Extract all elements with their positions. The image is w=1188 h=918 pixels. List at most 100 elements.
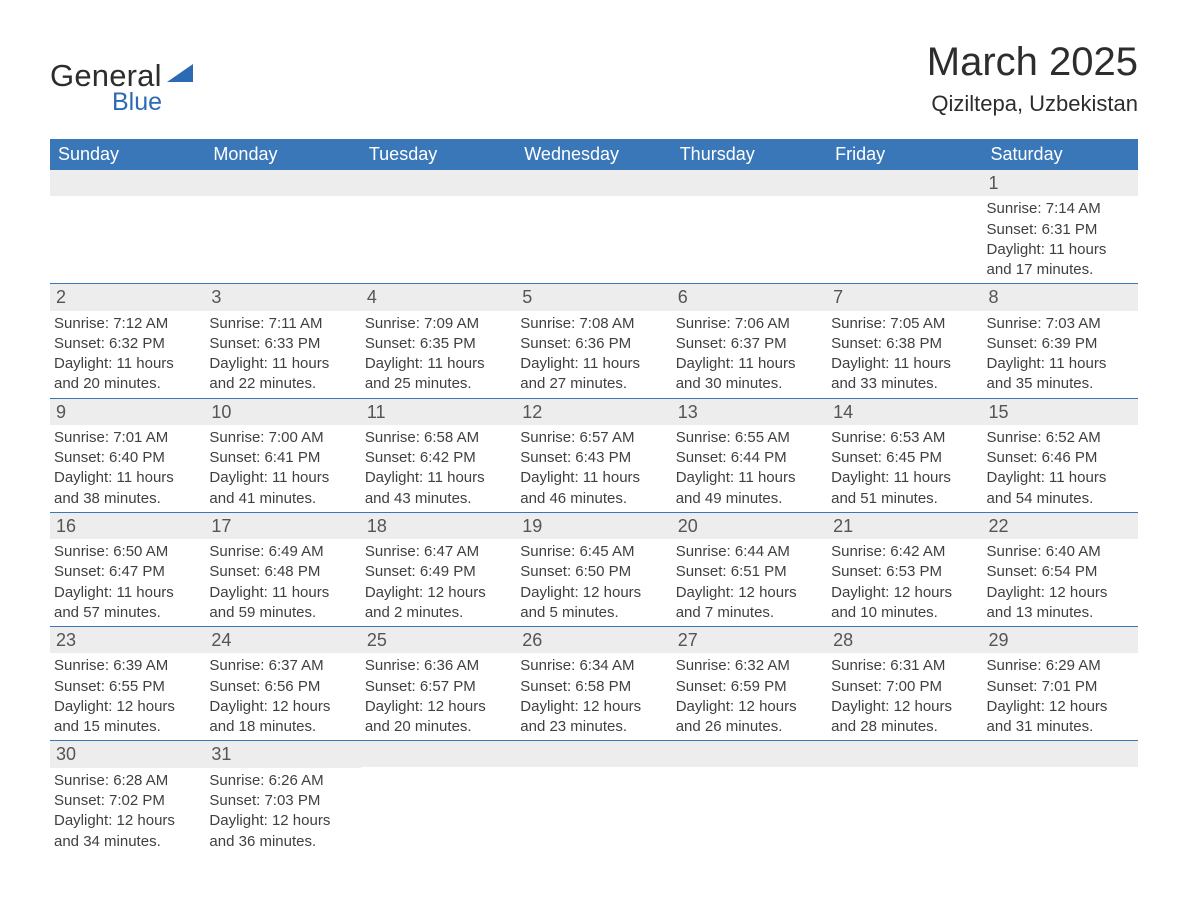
day-day2: and 17 minutes. [987,260,1134,280]
day-day2: and 49 minutes. [676,489,823,509]
day-day2: and 41 minutes. [209,489,356,509]
weekday-header: Sunday [50,139,205,170]
day-body: Sunrise: 6:28 AMSunset: 7:02 PMDaylight:… [50,768,205,855]
day-sunrise: Sunrise: 6:55 AM [676,428,823,448]
day-cell: 4Sunrise: 7:09 AMSunset: 6:35 PMDaylight… [361,284,516,397]
day-cell: 16Sunrise: 6:50 AMSunset: 6:47 PMDayligh… [50,513,205,626]
day-sunset: Sunset: 6:33 PM [209,334,356,354]
day-day1: Daylight: 11 hours [54,583,201,603]
day-cell: 26Sunrise: 6:34 AMSunset: 6:58 PMDayligh… [516,627,671,740]
week-row: 30Sunrise: 6:28 AMSunset: 7:02 PMDayligh… [50,741,1138,854]
day-sunrise: Sunrise: 6:32 AM [676,656,823,676]
empty-day-bar [516,170,671,196]
day-cell: 24Sunrise: 6:37 AMSunset: 6:56 PMDayligh… [205,627,360,740]
day-body: Sunrise: 6:34 AMSunset: 6:58 PMDaylight:… [516,653,671,740]
day-day2: and 43 minutes. [365,489,512,509]
day-number: 3 [205,284,360,310]
day-sunset: Sunset: 6:41 PM [209,448,356,468]
day-body: Sunrise: 6:52 AMSunset: 6:46 PMDaylight:… [983,425,1138,512]
day-sunrise: Sunrise: 7:14 AM [987,199,1134,219]
day-day1: Daylight: 12 hours [365,697,512,717]
day-sunset: Sunset: 6:47 PM [54,562,201,582]
location-text: Qiziltepa, Uzbekistan [927,91,1138,117]
day-number: 31 [205,741,360,767]
day-sunset: Sunset: 6:31 PM [987,220,1134,240]
day-cell: 27Sunrise: 6:32 AMSunset: 6:59 PMDayligh… [672,627,827,740]
day-cell [361,170,516,283]
day-number: 28 [827,627,982,653]
day-body: Sunrise: 7:05 AMSunset: 6:38 PMDaylight:… [827,311,982,398]
day-body: Sunrise: 6:50 AMSunset: 6:47 PMDaylight:… [50,539,205,626]
empty-day-bar [672,741,827,767]
day-sunrise: Sunrise: 7:01 AM [54,428,201,448]
day-sunset: Sunset: 6:38 PM [831,334,978,354]
day-number: 25 [361,627,516,653]
day-day2: and 2 minutes. [365,603,512,623]
day-sunrise: Sunrise: 6:58 AM [365,428,512,448]
title-block: March 2025 Qiziltepa, Uzbekistan [927,40,1138,117]
day-number: 4 [361,284,516,310]
day-sunset: Sunset: 7:00 PM [831,677,978,697]
week-row: 23Sunrise: 6:39 AMSunset: 6:55 PMDayligh… [50,627,1138,741]
day-number: 20 [672,513,827,539]
day-number: 16 [50,513,205,539]
day-day2: and 28 minutes. [831,717,978,737]
day-day2: and 23 minutes. [520,717,667,737]
day-sunrise: Sunrise: 6:26 AM [209,771,356,791]
day-sunset: Sunset: 6:46 PM [987,448,1134,468]
day-day2: and 5 minutes. [520,603,667,623]
week-row: 2Sunrise: 7:12 AMSunset: 6:32 PMDaylight… [50,284,1138,398]
day-day2: and 30 minutes. [676,374,823,394]
day-sunset: Sunset: 6:37 PM [676,334,823,354]
day-day1: Daylight: 12 hours [520,697,667,717]
day-day1: Daylight: 12 hours [520,583,667,603]
day-sunrise: Sunrise: 6:40 AM [987,542,1134,562]
day-number: 27 [672,627,827,653]
day-day1: Daylight: 12 hours [365,583,512,603]
empty-day-bar [827,170,982,196]
day-cell [827,741,982,854]
day-body: Sunrise: 6:36 AMSunset: 6:57 PMDaylight:… [361,653,516,740]
day-body: Sunrise: 6:45 AMSunset: 6:50 PMDaylight:… [516,539,671,626]
day-cell: 2Sunrise: 7:12 AMSunset: 6:32 PMDaylight… [50,284,205,397]
day-sunrise: Sunrise: 7:08 AM [520,314,667,334]
day-body: Sunrise: 7:03 AMSunset: 6:39 PMDaylight:… [983,311,1138,398]
day-body: Sunrise: 6:53 AMSunset: 6:45 PMDaylight:… [827,425,982,512]
day-sunrise: Sunrise: 6:52 AM [987,428,1134,448]
week-row: 9Sunrise: 7:01 AMSunset: 6:40 PMDaylight… [50,399,1138,513]
day-day2: and 31 minutes. [987,717,1134,737]
day-sunrise: Sunrise: 7:05 AM [831,314,978,334]
day-sunset: Sunset: 6:54 PM [987,562,1134,582]
day-sunrise: Sunrise: 7:11 AM [209,314,356,334]
day-day1: Daylight: 12 hours [831,583,978,603]
day-body: Sunrise: 6:47 AMSunset: 6:49 PMDaylight:… [361,539,516,626]
day-body: Sunrise: 6:42 AMSunset: 6:53 PMDaylight:… [827,539,982,626]
day-body: Sunrise: 6:49 AMSunset: 6:48 PMDaylight:… [205,539,360,626]
day-day1: Daylight: 11 hours [54,354,201,374]
day-day1: Daylight: 12 hours [54,697,201,717]
day-number: 7 [827,284,982,310]
day-cell: 29Sunrise: 6:29 AMSunset: 7:01 PMDayligh… [983,627,1138,740]
day-day2: and 54 minutes. [987,489,1134,509]
day-body: Sunrise: 7:09 AMSunset: 6:35 PMDaylight:… [361,311,516,398]
day-cell: 14Sunrise: 6:53 AMSunset: 6:45 PMDayligh… [827,399,982,512]
day-sunset: Sunset: 6:57 PM [365,677,512,697]
day-day1: Daylight: 12 hours [676,697,823,717]
day-sunrise: Sunrise: 6:49 AM [209,542,356,562]
day-cell: 13Sunrise: 6:55 AMSunset: 6:44 PMDayligh… [672,399,827,512]
day-number: 11 [361,399,516,425]
calendar: SundayMondayTuesdayWednesdayThursdayFrid… [50,139,1138,855]
day-day2: and 35 minutes. [987,374,1134,394]
day-number: 29 [983,627,1138,653]
weekday-header: Thursday [672,139,827,170]
day-cell: 7Sunrise: 7:05 AMSunset: 6:38 PMDaylight… [827,284,982,397]
day-sunset: Sunset: 6:44 PM [676,448,823,468]
day-body: Sunrise: 6:39 AMSunset: 6:55 PMDaylight:… [50,653,205,740]
weekday-header: Wednesday [516,139,671,170]
day-day2: and 46 minutes. [520,489,667,509]
day-sunrise: Sunrise: 6:57 AM [520,428,667,448]
day-day2: and 25 minutes. [365,374,512,394]
day-cell [205,170,360,283]
day-body: Sunrise: 6:32 AMSunset: 6:59 PMDaylight:… [672,653,827,740]
day-day2: and 20 minutes. [54,374,201,394]
